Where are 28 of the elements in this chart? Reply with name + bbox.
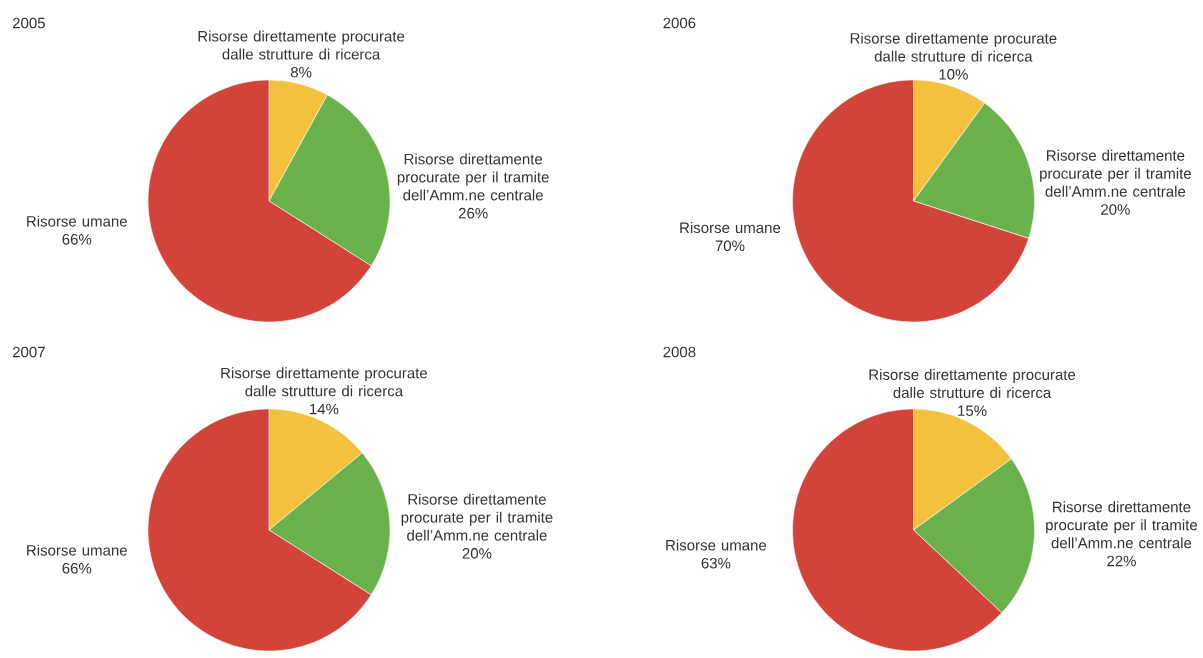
data-label: 15% — [958, 405, 987, 416]
slice-label: Risorse umane — [680, 222, 781, 234]
data-label: 8% — [290, 66, 312, 78]
chart-title: 2005 — [12, 17, 45, 29]
data-label: 26% — [458, 207, 488, 219]
slice-label: Risorse direttamente procurate dalle strutture di ricerca — [221, 367, 428, 397]
data-label: 20% — [1101, 204, 1130, 215]
data-label: 63% — [701, 557, 731, 569]
data-label: 70% — [715, 240, 745, 252]
data-label: 10% — [939, 69, 968, 80]
chart-title: 2008 — [663, 346, 696, 358]
data-label: 20% — [462, 548, 492, 559]
slice-label: Risorse direttamente procurate per il tramite dell’Amm.ne centrale — [1046, 501, 1198, 549]
chart-title: 2007 — [12, 346, 45, 358]
slice-label: Risorse direttamente procurate per il tramite dell’Amm.ne centrale — [401, 493, 553, 541]
slice-label: Risorse umane — [27, 544, 127, 556]
slice-label: Risorse direttamente procurate dalle strutture di ricerca — [850, 32, 1057, 62]
slice-label: Risorse direttamente procurate dalle strutture di ricerca — [198, 30, 405, 60]
data-label: 66% — [62, 563, 92, 574]
data-label: 66% — [62, 234, 92, 245]
data-label: 14% — [310, 403, 339, 415]
slice-label: Risorse direttamente procurate per il tramite dell’Amm.ne centrale — [1040, 149, 1191, 197]
data-label: 22% — [1107, 555, 1136, 567]
slice-label: Risorse umane — [27, 215, 127, 227]
slice-label: Risorse direttamente procurate per il tramite dell’Amm.ne centrale — [397, 153, 549, 201]
slice-label: Risorse umane — [666, 539, 767, 551]
slice-label: Risorse direttamente procurate dalle strutture di ricerca — [869, 368, 1076, 398]
chart-title: 2006 — [663, 17, 696, 29]
